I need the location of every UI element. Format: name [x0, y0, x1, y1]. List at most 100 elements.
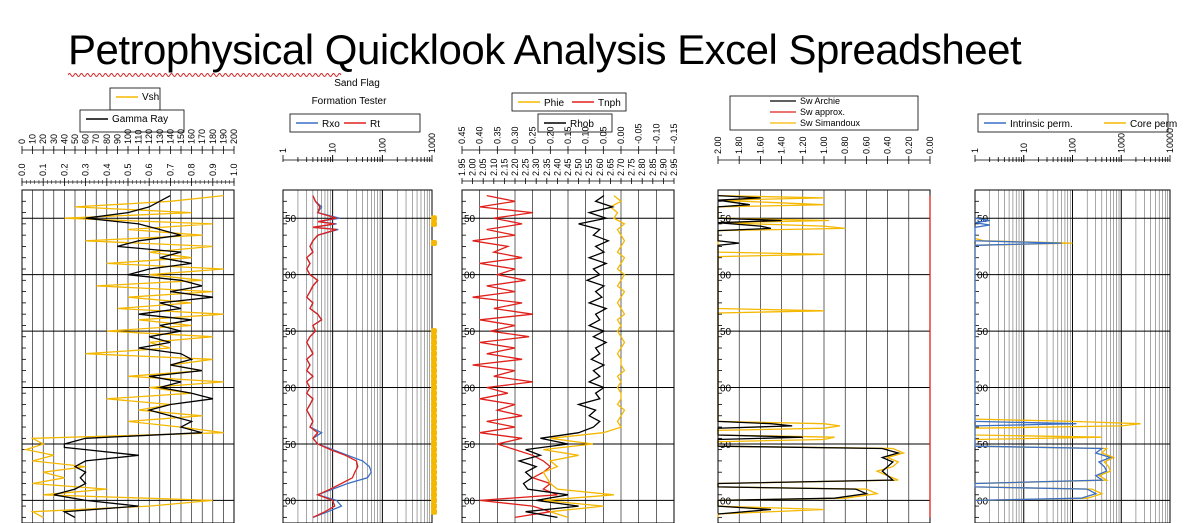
bottom-scale: 1.95 2.00 2.05 2.10 2.15 2.20 2.25 2.30 2.35 2.40…	[457, 158, 679, 184]
bottom-axis-tick-label: 2.55	[584, 158, 594, 176]
sand-flag-marker	[431, 474, 437, 481]
sand-flag-marker	[431, 457, 437, 464]
series-phie	[542, 195, 626, 519]
bottom-axis-tick-label: 2.25	[521, 158, 531, 176]
legend-frame	[977, 113, 1169, 133]
track-porosity: Phie Tnph Rhob 0.45 0.40 0.35 0.30 0.25 0.20 0.15…	[457, 92, 679, 523]
top-axis-tick-label: 0.20	[545, 126, 555, 144]
top-axis-tick-label: 170	[197, 129, 207, 144]
sand-flag-marker	[431, 452, 437, 459]
sand-flag-marker	[431, 373, 437, 380]
sand-flag-marker	[431, 418, 437, 425]
series-gamma-ray	[53, 195, 213, 518]
top-axis-tick-label: 10	[1019, 143, 1029, 153]
sand-flag-marker	[431, 497, 437, 504]
top-axis-tick-label: -0.15	[669, 123, 679, 144]
bottom-axis-tick-label: 2.35	[542, 158, 552, 176]
top-axis-tick-label: 140	[165, 129, 175, 144]
sand-flag-marker	[431, 395, 437, 402]
track-frame	[282, 189, 433, 523]
bottom-axis-tick-label: 2.45	[563, 158, 573, 176]
bottom-axis-tick-label: 2.60	[595, 158, 605, 176]
series-rhob	[516, 195, 615, 519]
legend-frame	[79, 109, 185, 133]
bottom-axis-tick-label: 0.9	[208, 163, 218, 176]
bottom-axis-tick-label: 2.40	[552, 158, 562, 176]
top-axis-tick-label: 190	[218, 129, 228, 144]
bottom-axis-tick-label: 2.10	[489, 158, 499, 176]
depth-tick-label: 00	[464, 271, 476, 282]
sand-flag-marker	[431, 345, 437, 352]
sand-flag-marker	[431, 463, 437, 470]
top-axis-tick-label: 110	[134, 130, 144, 144]
series-rxo	[305, 195, 373, 519]
bottom-axis-tick-label: 2.85	[648, 158, 658, 176]
track-resistivity: Sand Flag Formation Tester Rxo Rt 1 10 100 1000	[278, 78, 437, 523]
bottom-axis-tick-label: 2.15	[499, 158, 509, 176]
top-axis-tick-label: 20	[38, 134, 48, 144]
sand-flag-marker	[431, 367, 437, 374]
series-tnph	[472, 194, 558, 519]
sand-flag-marker	[431, 356, 437, 363]
spellcheck-underline	[68, 73, 342, 77]
top-axis-tick-label: 0.35	[492, 126, 502, 144]
bottom-axis-tick-label: 0.8	[187, 163, 197, 176]
top-axis-tick-label: 0.20	[904, 136, 914, 154]
depth-tick-label: 50	[720, 327, 732, 338]
bottom-axis-tick-label: 2.20	[510, 158, 520, 176]
top-axis-tick-label: 0.30	[510, 126, 520, 144]
top-axis-tick-label: 0.40	[475, 126, 485, 144]
bottom-axis-tick-label: 0.6	[144, 163, 154, 176]
bottom-scale: 0.0 0.1 0.2 0.3 0.4 0.5 0.6 0.7 0.8 0.9 1.0	[17, 163, 239, 186]
sand-flag-marker	[431, 429, 437, 436]
formation-tester-label: Formation Tester	[312, 96, 388, 107]
legend-frame	[729, 95, 919, 131]
depth-tick-label: 50	[977, 327, 989, 338]
top-axis-tick-label: 0.10	[581, 126, 591, 144]
bottom-axis-tick-label: 1.0	[229, 163, 239, 176]
sand-flag-marker	[431, 361, 437, 368]
depth-tick-label: 00	[464, 384, 476, 395]
legend-frame	[537, 113, 613, 133]
top-axis-tick-label: 180	[208, 129, 218, 144]
sand-flag-marker	[431, 339, 437, 346]
sand-flag-marker	[431, 446, 437, 453]
bottom-axis-tick-label: 2.95	[669, 158, 679, 176]
top-axis-tick-label: 1.40	[777, 136, 787, 154]
depth-tick-label: 00	[285, 496, 297, 507]
bottom-axis-tick-label: 0.7	[165, 163, 175, 176]
sand-flag-marker	[431, 240, 437, 247]
top-axis-tick-label: 130	[155, 129, 165, 144]
sand-flag-marker	[431, 480, 437, 487]
sand-flag-marker	[431, 390, 437, 397]
sand-flag-marker	[431, 350, 437, 357]
top-axis-tick-label: 100	[377, 138, 387, 153]
top-axis-tick-label: 0.05	[598, 126, 608, 144]
top-axis-tick-label: 90	[112, 134, 122, 144]
sand-flag-marker	[431, 328, 437, 335]
bottom-axis-tick-label: 2.00	[468, 158, 478, 176]
sand-flag-marker	[431, 378, 437, 385]
sand-flag-marker	[431, 491, 437, 498]
top-axis-tick-label: 80	[102, 134, 112, 144]
top-axis-tick-label: 0.15	[563, 126, 573, 144]
sand-flag-marker	[431, 220, 437, 227]
top-axis-tick-label: 1	[970, 148, 980, 153]
legend-label: Core perm	[1130, 119, 1177, 130]
top-axis-tick-label: 0.80	[840, 136, 850, 154]
legend-frame	[511, 92, 627, 112]
bottom-axis-tick-label: 2.75	[627, 158, 637, 176]
top-axis-tick-label: 100	[1068, 138, 1078, 153]
top-axis-tick-label: 70	[91, 134, 101, 144]
legend-label: Vsh	[142, 92, 159, 103]
top-axis-tick-label: 0	[17, 139, 27, 144]
legend: Vsh	[109, 87, 161, 111]
top-axis-tick-label: 10	[328, 143, 338, 153]
sand-flag-marker	[431, 424, 437, 431]
bottom-axis-tick-label: 2.70	[616, 158, 626, 176]
sand-flag-marker	[431, 333, 437, 340]
sand-flag-marker	[431, 440, 437, 447]
series-intrinsic-perm-	[974, 217, 1113, 502]
